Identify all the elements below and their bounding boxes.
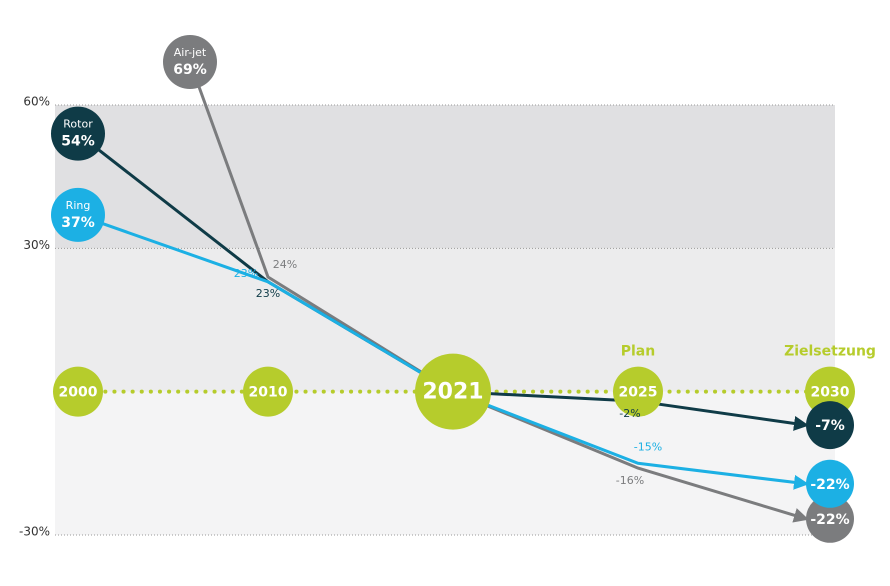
legend-label: Rotor (63, 118, 93, 131)
timeline-node (415, 353, 491, 430)
plot-band (55, 105, 835, 249)
start-bubble (51, 106, 105, 161)
legend-label: Air-jet (174, 46, 207, 59)
timeline-node (243, 366, 293, 417)
timeline-node (805, 366, 855, 417)
value-label: 23% (234, 267, 258, 280)
value-label: -15% (634, 440, 662, 453)
x-tick-label: 2000 (59, 385, 98, 401)
value-label: -22% (810, 477, 849, 493)
annotation: Zielsetzung (784, 344, 876, 360)
start-bubble (163, 35, 217, 89)
x-tick-label: 2025 (619, 385, 658, 401)
value-label: 69% (173, 62, 207, 78)
timeline-node (613, 366, 663, 417)
y-tick-label: 60% (23, 95, 50, 109)
end-bubble (806, 401, 854, 450)
annotation: Plan (621, 344, 655, 360)
start-bubble (51, 187, 105, 242)
y-tick-label: -30% (19, 525, 50, 539)
y-tick-label: 30% (23, 238, 50, 252)
end-bubble (806, 494, 854, 543)
value-label: 54% (61, 134, 95, 150)
timeline-node (53, 366, 103, 417)
value-label: 37% (61, 215, 95, 231)
end-bubble (806, 459, 854, 508)
value-label: 23% (256, 287, 280, 300)
value-label: 24% (273, 258, 297, 271)
value-label: -16% (616, 474, 644, 487)
x-tick-label: 2010 (249, 385, 288, 401)
value-label: -2% (619, 407, 640, 420)
x-tick-label: 2021 (422, 380, 483, 405)
x-tick-label: 2030 (811, 385, 850, 401)
value-label: -22% (810, 512, 849, 528)
value-label: -7% (815, 418, 845, 434)
legend-label: Ring (66, 199, 91, 212)
